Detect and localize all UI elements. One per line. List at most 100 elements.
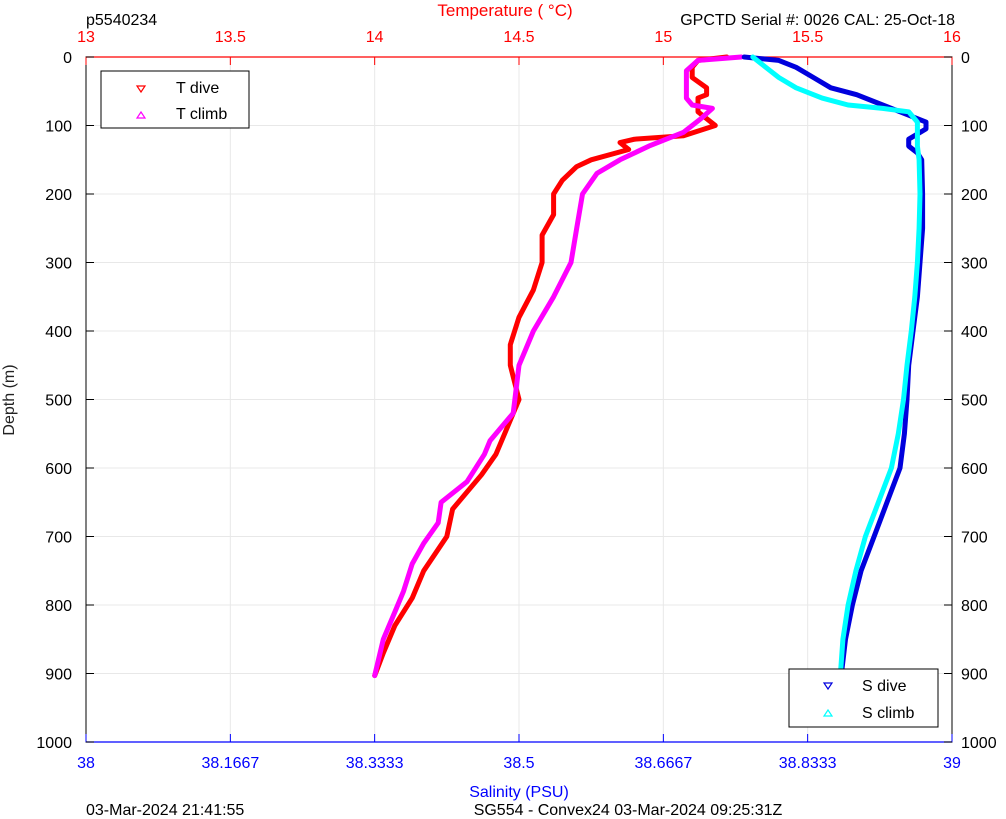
data-point-s-climb: [896, 432, 901, 436]
data-point-s-climb: [889, 466, 894, 470]
data-point-t-dive: [517, 315, 521, 320]
data-point-t-climb: [696, 58, 700, 63]
data-point-t-dive: [713, 123, 718, 128]
series-line-s-climb: [750, 54, 923, 679]
data-point-s-climb: [846, 103, 850, 107]
salinity-tick-label: 38.1667: [201, 755, 259, 772]
salinity-tick-label: 39: [943, 755, 961, 772]
data-point-t-climb: [690, 103, 694, 107]
data-point-t-dive: [618, 140, 622, 145]
data-point-t-climb: [699, 116, 703, 121]
legend-t-climb-label: T climb: [176, 106, 227, 123]
serial-cal-label: GPCTD Serial #: 0026 CAL: 25-Oct-18: [680, 12, 955, 29]
series-group: [372, 54, 929, 679]
temperature-tick-label: 14.5: [503, 29, 534, 46]
depth-tick-label-right: 200: [961, 187, 988, 204]
legend-t-dive-label: T dive: [176, 80, 219, 97]
depth-tick-label-left: 700: [45, 530, 72, 547]
data-point-t-climb: [393, 610, 397, 614]
data-point-s-dive: [859, 569, 863, 573]
data-point-t-dive: [704, 86, 709, 90]
data-point-t-dive: [574, 164, 579, 169]
data-point-s-climb: [905, 363, 909, 368]
data-point-s-climb: [876, 500, 881, 505]
salinity-tick-label: 38: [77, 755, 95, 772]
data-point-t-climb: [436, 521, 441, 525]
depth-tick-label-right: 100: [961, 119, 988, 136]
legend-s-climb-marker: [822, 708, 834, 717]
depth-tick-label-left: 900: [45, 667, 72, 684]
data-point-s-climb: [841, 637, 845, 642]
temperature-tick-label: 15: [654, 29, 672, 46]
temperature-tick-label: 13: [77, 29, 95, 46]
data-point-s-climb: [846, 603, 850, 607]
data-point-s-climb: [915, 120, 920, 124]
data-point-t-dive: [531, 288, 536, 292]
data-point-t-dive: [450, 507, 455, 511]
data-point-s-climb: [915, 260, 920, 265]
depth-tick-label-right: 800: [961, 598, 988, 615]
data-point-s-climb: [915, 134, 920, 138]
salinity-tick-label: 38.6667: [634, 755, 692, 772]
data-point-s-dive: [794, 65, 798, 70]
data-point-t-climb: [482, 452, 487, 457]
data-point-t-climb: [647, 144, 651, 148]
salinity-axis-title: Salinity (PSU): [469, 784, 569, 801]
data-point-t-dive: [551, 192, 556, 196]
depth-tick-label-left: 500: [45, 393, 72, 410]
data-point-t-dive: [551, 212, 556, 217]
temperature-tick-label: 13.5: [215, 29, 246, 46]
data-point-t-dive: [410, 596, 415, 600]
data-point-s-dive: [742, 55, 746, 59]
data-point-s-climb: [751, 55, 755, 59]
data-point-s-climb: [794, 86, 798, 90]
data-point-s-climb: [777, 75, 781, 80]
mission-label: SG554 - Convex24 03-Mar-2024 09:25:31Z: [474, 802, 783, 819]
data-point-t-climb: [517, 363, 521, 368]
legend-temperature: T dive T climb: [100, 70, 250, 129]
data-point-s-dive: [872, 534, 876, 539]
series-line-s-dive: [741, 54, 929, 679]
data-point-t-climb: [531, 329, 536, 333]
data-point-t-climb: [410, 562, 415, 566]
data-point-s-dive: [906, 144, 911, 148]
data-point-t-climb: [684, 82, 689, 87]
depth-tick-label-right: 0: [961, 50, 970, 67]
data-point-s-climb: [863, 534, 868, 539]
legend-salinity: S dive S climb: [788, 668, 939, 728]
depth-tick-label-right: 700: [961, 530, 988, 547]
data-point-s-climb: [913, 295, 917, 299]
depth-tick-label-right: 1000: [961, 735, 997, 752]
depth-tick-label-right: 500: [961, 393, 988, 410]
data-point-s-dive: [829, 86, 833, 90]
data-point-s-climb: [768, 68, 772, 73]
data-point-t-climb: [618, 158, 622, 162]
data-point-t-dive: [560, 178, 565, 183]
data-point-s-climb: [918, 192, 922, 196]
data-point-s-climb: [820, 96, 824, 100]
data-point-t-dive: [704, 92, 709, 97]
data-point-t-dive: [626, 147, 631, 152]
data-point-t-dive: [696, 96, 700, 100]
data-point-t-dive: [589, 158, 593, 162]
data-point-s-dive: [811, 75, 816, 80]
data-point-t-climb: [595, 171, 599, 176]
data-point-s-climb: [909, 329, 914, 333]
data-point-s-climb: [917, 158, 921, 162]
timestamp-label: 03-Mar-2024 21:41:55: [86, 802, 244, 819]
salinity-tick-label: 38.3333: [346, 755, 404, 772]
data-point-s-climb: [759, 62, 764, 66]
depth-tick-label-left: 100: [45, 119, 72, 136]
temperature-tick-label: 16: [943, 29, 961, 46]
data-point-t-dive: [517, 397, 521, 402]
axis-ticks: 13 13.5 14 14.5 15 15.5 16 38 38.1667 38.3333 38.5…: [36, 29, 996, 772]
series-line-t-dive: [372, 54, 730, 679]
depth-tick-label-right: 600: [961, 461, 988, 478]
data-point-s-dive: [854, 92, 859, 97]
salinity-tick-label: 38.5: [503, 755, 534, 772]
data-point-s-climb: [880, 106, 885, 111]
data-point-s-dive: [906, 137, 911, 141]
data-point-t-climb: [684, 96, 689, 100]
data-point-t-dive: [508, 363, 513, 368]
